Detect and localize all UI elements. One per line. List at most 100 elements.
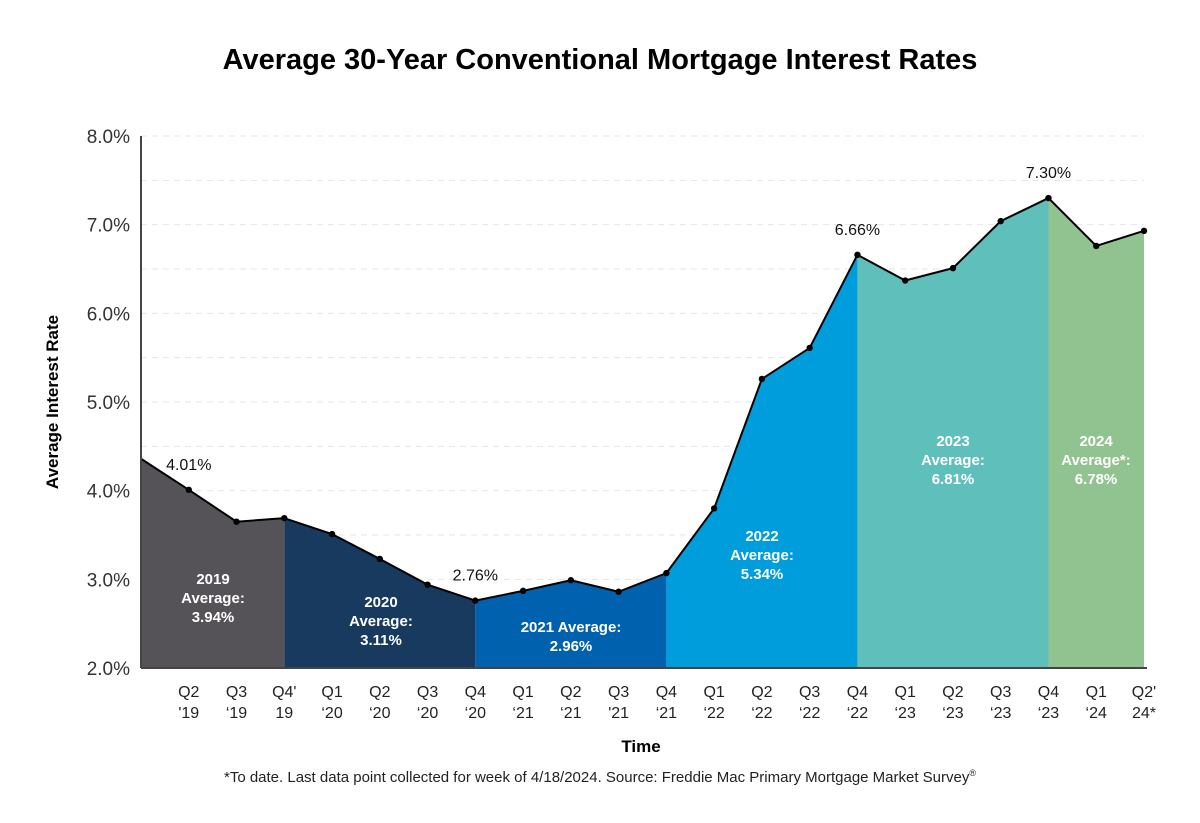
x-tick-label: ‘21 <box>512 705 533 722</box>
data-point <box>567 577 575 584</box>
x-tick-label: ‘23 <box>990 705 1011 722</box>
data-point <box>901 277 909 284</box>
x-tick-label: Q4 <box>847 684 868 701</box>
region-label-2022: 5.34% <box>741 566 784 583</box>
x-tick-label: Q2 <box>178 684 199 701</box>
x-tick-label: 24* <box>1132 705 1156 722</box>
x-tick-label: ‘19 <box>226 705 247 722</box>
area-region-2022 <box>666 254 858 668</box>
data-point <box>854 251 861 259</box>
x-tick-label: Q3 <box>608 684 629 701</box>
data-point <box>1045 194 1052 202</box>
y-axis-title: Average Interest Rate <box>43 315 62 489</box>
data-point <box>949 264 957 272</box>
x-tick-label: ‘20 <box>321 705 342 722</box>
area-region-2020 <box>284 518 476 668</box>
x-tick-label: Q1 <box>512 684 533 701</box>
region-label-2023: 6.81% <box>932 471 975 488</box>
y-tick-label: 6.0% <box>87 304 130 325</box>
x-tick-label: Q4' <box>272 684 296 701</box>
data-point <box>233 518 240 525</box>
data-point <box>328 530 336 538</box>
x-tick-label: Q4 <box>465 684 486 701</box>
data-point <box>663 569 670 577</box>
x-tick-label: 19 <box>275 705 293 722</box>
region-label-2021: 2021 Average: <box>521 619 622 636</box>
x-tick-label: ‘21 <box>560 705 581 722</box>
x-tick-label: Q3 <box>799 684 820 701</box>
x-tick-label: ‘23 <box>1038 705 1059 722</box>
data-point <box>997 217 1004 225</box>
region-label-2023: Average: <box>921 452 985 469</box>
region-label-2019: Average: <box>181 590 245 607</box>
x-tick-label: ‘24 <box>1086 705 1107 722</box>
x-tick-label: Q4 <box>656 684 677 701</box>
x-tick-label: ‘22 <box>751 705 772 722</box>
region-label-2020: 2020 <box>364 594 397 611</box>
x-tick-label: '19 <box>178 705 199 722</box>
point-label: 6.66% <box>835 222 880 239</box>
data-point <box>1093 242 1100 250</box>
region-label-2023: 2023 <box>936 433 969 450</box>
data-point <box>376 555 384 563</box>
x-tick-label: ‘20 <box>417 705 438 722</box>
region-label-2024: 6.78% <box>1075 471 1118 488</box>
y-tick-label: 8.0% <box>87 127 130 148</box>
point-label: 7.30% <box>1026 165 1071 182</box>
data-point <box>758 375 766 383</box>
chart-title: Average 30-Year Conventional Mortgage In… <box>222 44 978 76</box>
y-tick-label: 3.0% <box>87 570 130 591</box>
region-label-2020: Average: <box>349 613 413 630</box>
y-tick-label: 7.0% <box>87 216 130 237</box>
x-axis-title: Time <box>621 737 660 756</box>
x-tick-label: Q1 <box>895 684 916 701</box>
y-tick-label: 2.0% <box>87 659 130 680</box>
point-label: 4.01% <box>166 457 211 474</box>
series-line <box>140 197 1145 602</box>
footnote-text: *To date. Last data point collected for … <box>223 769 970 786</box>
region-label-2020: 3.11% <box>360 632 402 649</box>
x-tick-label: Q3 <box>417 684 438 701</box>
region-label-2019: 3.94% <box>192 609 235 626</box>
x-tick-label: ‘20 <box>465 705 486 722</box>
data-point <box>806 344 813 352</box>
data-point <box>185 486 192 493</box>
x-tick-label: Q2 <box>942 684 963 701</box>
data-point <box>472 597 479 604</box>
x-tick-label: Q4 <box>1038 684 1059 701</box>
x-tick-label: Q3 <box>990 684 1011 701</box>
x-tick-label: ‘22 <box>703 705 724 722</box>
data-point <box>424 581 431 588</box>
x-tick-label: '21 <box>608 705 629 722</box>
region-label-2022: Average: <box>730 547 794 564</box>
x-tick-label: Q2' <box>1132 684 1156 701</box>
x-tick-label: ‘20 <box>369 705 390 722</box>
data-point <box>615 588 622 595</box>
data-point <box>1140 227 1148 235</box>
y-tick-label: 5.0% <box>87 393 130 414</box>
x-tick-label: Q2 <box>369 684 390 701</box>
x-tick-label: ‘22 <box>799 705 820 722</box>
data-point <box>281 514 288 522</box>
x-tick-label: ‘22 <box>847 705 868 722</box>
x-tick-label: Q1 <box>703 684 724 701</box>
x-tick-label: ‘23 <box>895 705 916 722</box>
region-label-2021: 2.96% <box>550 638 593 655</box>
area-region-2019 <box>141 458 285 668</box>
x-tick-label: Q3 <box>226 684 247 701</box>
y-tick-label: 4.0% <box>87 482 130 503</box>
area-region-2024 <box>1048 198 1144 669</box>
x-tick-label: ‘23 <box>942 705 963 722</box>
region-label-2022: 2022 <box>745 528 778 545</box>
x-tick-label: Q2 <box>560 684 581 701</box>
data-point <box>519 587 527 595</box>
x-tick-label: Q1 <box>321 684 342 701</box>
x-tick-label: Q1 <box>1086 684 1107 701</box>
footnote: *To date. Last data point collected for … <box>0 768 1200 786</box>
registered-mark: ® <box>969 768 977 778</box>
area-region-2021 <box>475 573 667 668</box>
region-label-2024: Average*: <box>1061 452 1130 469</box>
area-region-2023 <box>857 198 1049 669</box>
x-tick-label: Q2 <box>751 684 772 701</box>
